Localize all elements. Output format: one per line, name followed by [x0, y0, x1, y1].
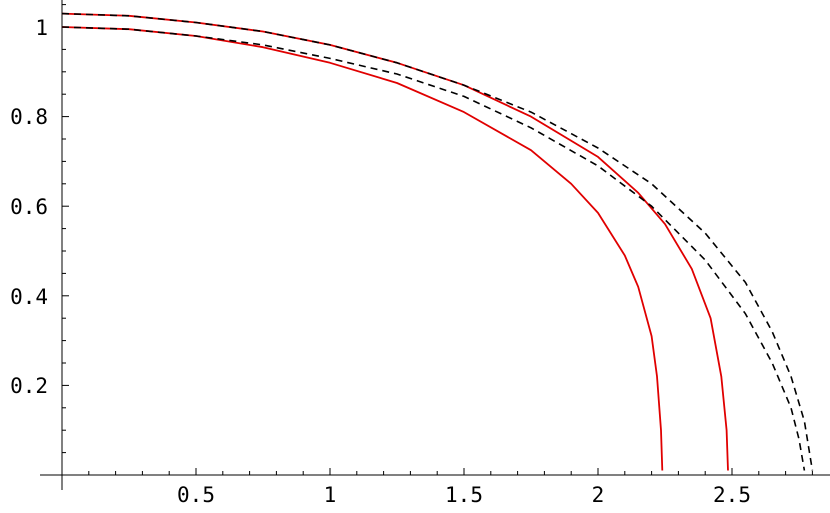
dashed-black-curve-3 — [61, 26, 806, 471]
x-tick-label-2.5: 2.5 — [713, 483, 751, 507]
solid-red-curve-1 — [61, 26, 664, 471]
y-tick-label-0.8: 0.8 — [10, 105, 48, 129]
x-tick-label-1.5: 1.5 — [445, 483, 483, 507]
y-tick-label-1: 1 — [35, 16, 48, 40]
dashed-black-curve-4 — [61, 12, 814, 471]
y-axis-ticks — [62, 4, 69, 454]
series-layer — [61, 12, 814, 471]
x-tick-label-0.5: 0.5 — [177, 483, 215, 507]
y-tick-label-0.6: 0.6 — [10, 195, 48, 219]
y-tick-label-0.4: 0.4 — [10, 285, 48, 309]
x-tick-label-1: 1 — [324, 483, 337, 507]
x-tick-label-2: 2 — [592, 483, 605, 507]
y-tick-label-0.2: 0.2 — [10, 374, 48, 398]
x-axis-ticks — [88, 468, 813, 475]
